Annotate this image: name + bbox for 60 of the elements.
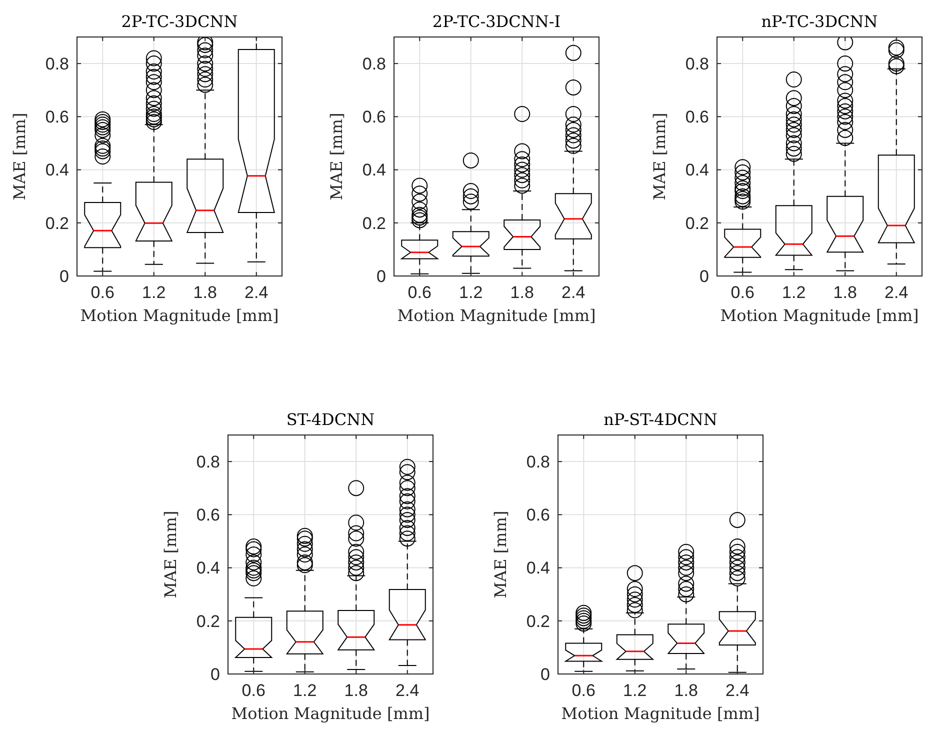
y-axis-title: MAE [mm]	[650, 112, 669, 200]
y-axis-title: MAE [mm]	[327, 112, 346, 200]
x-axis-title: Motion Magnitude [mm]	[231, 704, 430, 723]
y-tick-label: 0.8	[526, 452, 550, 472]
x-axis-title: Motion Magnitude [mm]	[397, 306, 596, 325]
x-tick-label: 2.4	[396, 681, 420, 700]
x-tick-label: 1.2	[459, 283, 483, 302]
chart-title: 2P-TC-3DCNN-I	[432, 12, 561, 31]
x-tick-label: 1.8	[344, 681, 368, 700]
x-axis-title: Motion Magnitude [mm]	[561, 704, 760, 723]
x-tick-label: 1.2	[142, 283, 166, 302]
y-tick-label: 0	[700, 266, 709, 286]
y-tick-label: 0.4	[45, 160, 69, 180]
x-tick-label: 1.2	[293, 681, 317, 700]
x-axis-title: Motion Magnitude [mm]	[720, 306, 919, 325]
y-tick-label: 0.8	[362, 54, 386, 74]
x-tick-label: 1.8	[510, 283, 534, 302]
y-axis-title: MAE [mm]	[10, 112, 29, 200]
x-tick-label: 1.8	[833, 283, 857, 302]
chart-title: nP-TC-3DCNN	[761, 12, 878, 31]
x-tick-label: 0.6	[730, 283, 754, 302]
chart-title: 2P-TC-3DCNN	[121, 12, 238, 31]
x-tick-label: 1.2	[623, 681, 647, 700]
y-tick-label: 0.6	[196, 506, 220, 525]
y-tick-label: 0.6	[685, 108, 709, 127]
y-axis-title: MAE [mm]	[491, 510, 510, 598]
y-tick-label: 0.2	[526, 612, 550, 631]
x-tick-label: 1.8	[193, 283, 217, 302]
x-tick-label: 2.4	[884, 283, 908, 302]
chart-title: ST-4DCNN	[286, 410, 375, 429]
y-tick-label: 0.6	[45, 108, 69, 127]
x-tick-label: 0.6	[572, 681, 596, 700]
y-tick-label: 0	[376, 266, 386, 286]
y-tick-label: 0.4	[362, 160, 386, 180]
y-tick-label: 0.2	[362, 214, 386, 233]
y-tick-label: 0	[540, 664, 550, 684]
x-tick-label: 2.4	[244, 283, 268, 302]
y-tick-label: 0.4	[196, 558, 220, 578]
y-tick-label: 0.8	[685, 54, 709, 74]
x-tick-label: 0.6	[408, 283, 432, 302]
y-tick-label: 0.8	[45, 54, 69, 74]
y-tick-label: 0.2	[45, 214, 69, 233]
y-tick-label: 0.6	[362, 108, 386, 127]
y-tick-label: 0.8	[196, 452, 220, 472]
x-tick-label: 1.2	[782, 283, 806, 302]
y-tick-label: 0	[60, 266, 69, 286]
x-tick-label: 0.6	[90, 283, 114, 302]
y-tick-label: 0.2	[685, 214, 709, 233]
y-tick-label: 0	[210, 664, 220, 684]
y-tick-label: 0.6	[526, 506, 550, 525]
y-axis-title: MAE [mm]	[161, 510, 180, 598]
y-tick-label: 0.4	[685, 160, 709, 180]
chart-title: nP-ST-4DCNN	[604, 410, 718, 429]
x-tick-label: 2.4	[726, 681, 750, 700]
y-tick-label: 0.4	[526, 558, 550, 578]
x-tick-label: 0.6	[242, 681, 266, 700]
x-tick-label: 1.8	[674, 681, 698, 700]
x-tick-label: 2.4	[562, 283, 586, 302]
x-axis-title: Motion Magnitude [mm]	[80, 306, 279, 325]
y-tick-label: 0.2	[196, 612, 220, 631]
